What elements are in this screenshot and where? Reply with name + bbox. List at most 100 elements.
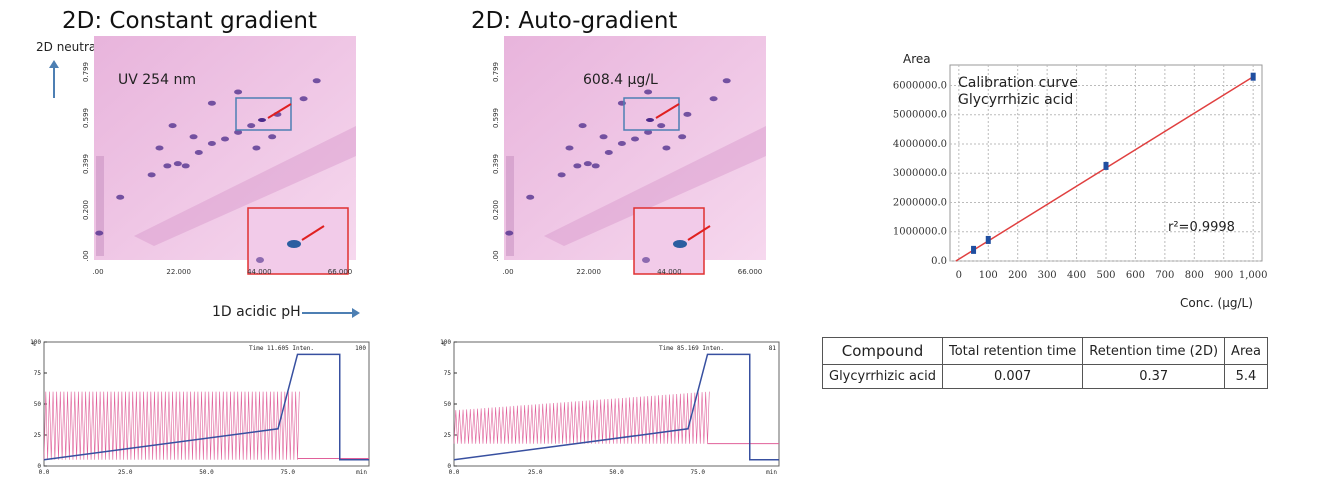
heatmap-vertical-band [96,156,104,256]
x-tick-label: 25.0 [118,469,133,476]
title-constant-gradient: 2D: Constant gradient [62,8,317,34]
heatmap-spot [268,134,277,140]
x-axis-label-acidic-ph: 1D acidic pH [212,304,301,320]
y-tick-label: 50 [444,401,452,408]
trace-frame [453,341,780,467]
heatmap-spot [173,161,182,167]
x-tick-label: 400 [1067,270,1086,281]
calibration-r2: r²=0.9998 [1168,220,1235,235]
x-tick-label: 44.000 [247,268,271,276]
y-tick-label: 5000000.0 [893,110,947,121]
heatmap-spot [591,163,600,169]
y-unit-label: % [32,341,36,348]
y-unit-label: % [442,341,446,348]
heatmap-spot [207,141,216,147]
heatmap-spot [207,100,216,106]
pump-pulse-series [453,391,710,444]
heatmap-spot [709,96,718,102]
gradient-trace-constant: 0 25 50 75 100% 0.0 25.0 50.0 75.0 min Time 11.605… [30,339,370,476]
heatmap-spot [505,230,514,236]
x-unit-label: min [766,469,777,476]
y-tick-label: 25 [444,432,452,439]
y-tick-label: 3000000.0 [893,168,947,179]
x-tick-label: 900 [1214,270,1233,281]
header-total-retention: Total retention time [941,337,1084,365]
y-tick-label: 100 [440,339,451,346]
gradient-trace-auto: 0 25 50 75 100% 0.0 25.0 50.0 75.0 min Time 85.169… [440,339,780,476]
heatmap-spot [617,141,626,147]
zoom-target-spot [673,240,687,248]
trace-header-value: 100 [355,345,366,352]
target-spot [646,118,654,122]
heatmap-spot [678,134,687,140]
y-tick-label: .00 [82,250,90,261]
data-point [971,245,977,254]
x-tick-label: 66.000 [738,268,763,276]
heatmap-spot [526,194,535,200]
x-tick-label: 600 [1126,270,1145,281]
y-tick-label: 0.599 [82,108,90,128]
calibration-annotation-line2: Glycyrrhizic acid [958,92,1074,108]
y-tick-label: 75 [444,370,452,377]
highlight-box-blue [623,97,680,131]
calibration-xlabel: Conc. (µg/L) [1180,296,1253,310]
heatmap-spot [312,78,321,84]
y-tick-label: 4000000.0 [893,139,947,150]
heatmap-spot [722,78,731,84]
y-tick-label: 0.200 [82,200,90,220]
zoom-box-red [633,207,705,275]
arrow-red-box [687,225,711,241]
cell-total-retention: 0.007 [941,364,1084,389]
y-tick-label: .00 [492,250,500,261]
x-tick-label: 1,000 [1239,270,1268,281]
x-tick-label: 66.000 [328,268,353,276]
heatmap-spot [657,123,666,129]
data-point [985,235,991,244]
y-tick-label: 0.399 [82,154,90,174]
arrow-blue-box [655,103,680,119]
heatmap-spot [181,163,190,169]
x-tick-label: 25.0 [528,469,543,476]
cell-retention-2d: 0.37 [1082,364,1226,389]
heatmap-spot [194,149,203,155]
heatmap-constant-gradient: .00 22.000 44.000 66.000 .00 0.200 0.399 0.599 0… [82,36,356,276]
gradient-line [43,353,369,461]
heatmap-spot [644,89,653,95]
calibration-ylabel: Area [903,52,931,66]
x-tick-label: 500 [1096,270,1115,281]
heatmap-streak [544,126,766,246]
zoom-target-spot [287,240,301,248]
heatmap-spot [221,136,229,142]
target-spot [258,118,266,122]
y-tick-label: 50 [34,401,42,408]
y-tick-label: 75 [34,370,42,377]
heatmap-spot [565,145,574,151]
heatmap-spot [604,149,613,155]
trace-header: Time 11.605 Inten. [249,345,314,352]
trace-header-value: 81 [769,345,777,352]
arrow-blue-box [267,103,292,119]
heatmap-spot [299,96,308,102]
x-tick-label: 22.000 [166,268,191,276]
heatmap-spot [95,230,104,236]
cell-compound: Glycyrrhizic acid [822,364,943,389]
x-tick-label: 0.0 [449,469,460,476]
x-tick-label: 75.0 [281,469,296,476]
heatmap-spot [683,111,692,117]
x-unit-label: min [356,469,367,476]
y-tick-label: 1000000.0 [893,227,947,238]
y-tick-label: 25 [34,432,42,439]
x-tick-label: 75.0 [691,469,706,476]
cell-area: 5.4 [1224,364,1268,389]
arrow-red-box [301,225,325,241]
heatmap-spot [557,172,566,178]
trace-header: Time 85.169 Inten. [659,345,724,352]
zoom-spot [256,257,264,263]
x-tick-label: 50.0 [609,469,624,476]
y-tick-label: 0.0 [931,256,947,267]
heatmap-spot [662,145,671,151]
header-retention-2d: Retention time (2D) [1082,337,1226,365]
y-tick-label: 0.799 [492,62,500,82]
table-header-row: Compound Total retention time Retention … [822,337,1268,365]
y-axis-arrow [49,60,59,98]
